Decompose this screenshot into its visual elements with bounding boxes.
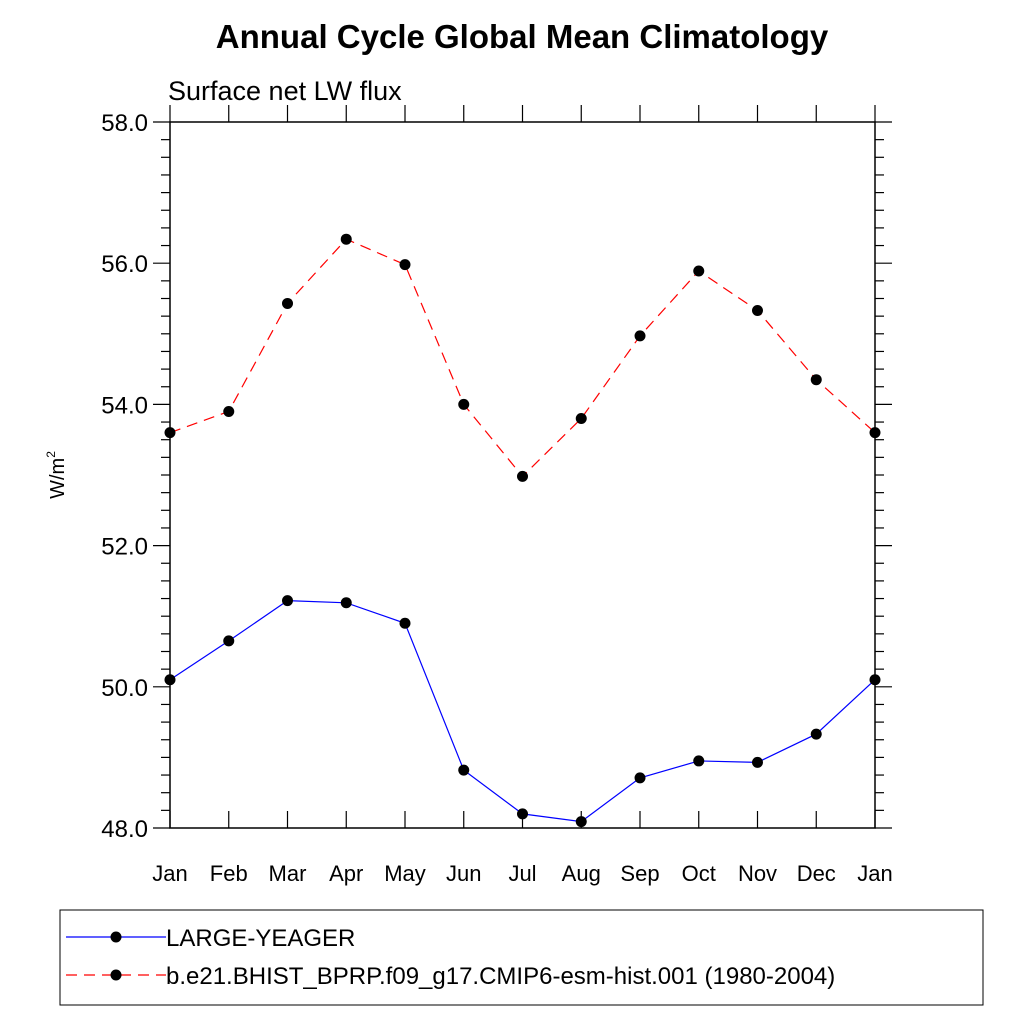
x-tick-label: Mar	[269, 861, 307, 886]
data-point	[634, 330, 646, 342]
x-tick-label: Apr	[329, 861, 363, 886]
data-point	[399, 617, 411, 629]
y-axis-label: W/m2	[44, 451, 69, 499]
x-tick-label: Oct	[682, 861, 716, 886]
legend-label: b.e21.BHIST_BPRP.f09_g17.CMIP6-esm-hist.…	[166, 963, 835, 990]
x-tick-label: Jun	[446, 861, 481, 886]
data-point	[282, 595, 293, 607]
data-point	[517, 808, 528, 820]
data-point	[810, 728, 822, 740]
data-point	[282, 297, 293, 309]
data-point	[810, 374, 822, 386]
x-tick-label: Jan	[857, 861, 892, 886]
data-point	[634, 772, 646, 784]
y-tick-label: 54.0	[101, 392, 148, 419]
data-point	[223, 405, 235, 417]
legend: LARGE-YEAGER b.e21.BHIST_BPRP.f09_g17.CMI…	[66, 925, 835, 990]
x-tick-labels: Jan Feb Mar Apr May Jun Jul Aug Sep Oct Nov Dec Jan	[152, 861, 892, 886]
data-point	[752, 756, 763, 768]
data-point	[458, 764, 470, 776]
series-2	[164, 233, 881, 482]
y-tick-label: 56.0	[101, 251, 148, 278]
series-layer	[164, 233, 881, 828]
ticks-layer	[153, 105, 892, 829]
data-point	[752, 305, 763, 317]
x-tick-label: May	[384, 861, 426, 886]
data-point	[340, 233, 352, 245]
y-tick-labels: 48.0 50.0 52.0 54.0 56.0 58.0	[101, 110, 148, 843]
data-point	[399, 259, 411, 271]
x-tick-label: Feb	[210, 861, 248, 886]
data-point	[340, 597, 352, 609]
legend-entry-2: b.e21.BHIST_BPRP.f09_g17.CMIP6-esm-hist.…	[66, 963, 835, 990]
data-point	[869, 674, 881, 686]
x-tick-label: Jul	[508, 861, 536, 886]
data-point	[223, 635, 235, 647]
y-tick-label: 48.0	[101, 816, 148, 843]
data-point	[693, 265, 705, 277]
chart-subtitle: Surface net LW flux	[168, 76, 402, 106]
y-tick-label: 50.0	[101, 675, 148, 702]
data-point	[693, 755, 705, 767]
legend-label: LARGE-YEAGER	[166, 925, 355, 952]
y-axis-label-unit: W/m	[47, 458, 69, 499]
x-tick-label: Jan	[152, 861, 187, 886]
data-point	[575, 816, 587, 828]
legend-entry-1: LARGE-YEAGER	[66, 925, 355, 952]
y-tick-label: 58.0	[101, 110, 148, 137]
x-tick-label: Nov	[738, 861, 777, 886]
series-1	[164, 595, 881, 828]
legend-marker	[110, 931, 122, 943]
data-point	[164, 674, 176, 686]
data-point	[575, 413, 587, 425]
chart-title: Annual Cycle Global Mean Climatology	[216, 18, 829, 55]
y-axis-label-exponent: 2	[44, 451, 58, 458]
data-point	[517, 470, 528, 482]
x-tick-label: Aug	[562, 861, 601, 886]
legend-box	[59, 909, 984, 1006]
data-point	[458, 398, 470, 410]
legend-marker	[110, 969, 122, 981]
x-tick-label: Dec	[797, 861, 836, 886]
data-point	[164, 427, 176, 439]
x-tick-label: Sep	[620, 861, 659, 886]
y-tick-label: 52.0	[101, 534, 148, 561]
data-point	[869, 427, 881, 439]
